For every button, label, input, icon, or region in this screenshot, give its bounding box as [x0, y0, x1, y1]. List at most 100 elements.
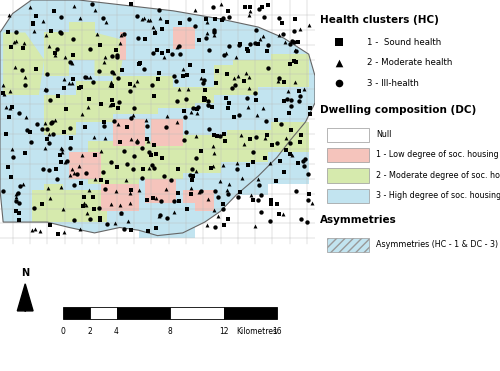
Bar — [90, 307, 117, 319]
Point — [204, 196, 212, 202]
Point — [209, 162, 217, 168]
Point — [218, 201, 226, 207]
Point — [272, 118, 280, 124]
Point — [6, 88, 14, 94]
Point — [222, 95, 230, 101]
Point — [204, 19, 212, 24]
Point — [20, 40, 28, 46]
Point — [54, 230, 62, 236]
Point — [252, 223, 260, 229]
Point — [110, 118, 118, 124]
Point — [134, 78, 141, 84]
Point — [46, 222, 54, 228]
Point — [186, 16, 194, 22]
Point — [112, 47, 120, 53]
Polygon shape — [63, 190, 107, 222]
Point — [290, 58, 298, 64]
Point — [42, 145, 50, 151]
Polygon shape — [25, 184, 63, 222]
Point — [247, 192, 255, 198]
Point — [255, 183, 263, 188]
Point — [274, 32, 282, 38]
Point — [199, 80, 207, 86]
Point — [149, 195, 157, 201]
Point — [141, 36, 149, 42]
Point — [144, 228, 152, 234]
Point — [108, 97, 116, 103]
Point — [130, 82, 138, 88]
Polygon shape — [214, 95, 258, 130]
Text: 3 - High degree of soc. housing: 3 - High degree of soc. housing — [376, 191, 500, 200]
Point — [9, 154, 17, 160]
Point — [108, 83, 116, 89]
Polygon shape — [145, 179, 176, 206]
Point — [83, 74, 91, 80]
Point — [80, 194, 88, 200]
Point — [280, 98, 288, 104]
Point — [69, 36, 77, 42]
Point — [206, 102, 214, 108]
Point — [95, 205, 103, 211]
Bar — [327, 168, 369, 183]
Point — [172, 78, 179, 84]
Point — [172, 119, 180, 125]
Point — [28, 227, 36, 233]
Text: Dwelling composition (DC): Dwelling composition (DC) — [320, 105, 476, 115]
Point — [152, 151, 160, 157]
Point — [282, 135, 290, 141]
Point — [45, 43, 53, 49]
Point — [127, 115, 135, 121]
Point — [10, 39, 18, 45]
Point — [158, 26, 166, 32]
Bar — [170, 307, 224, 319]
Point — [267, 197, 275, 203]
Point — [148, 82, 156, 88]
Point — [162, 124, 170, 130]
Point — [303, 219, 311, 225]
Point — [22, 114, 30, 120]
Polygon shape — [44, 33, 70, 76]
Point — [272, 178, 280, 184]
Point — [205, 127, 213, 132]
Point — [29, 20, 37, 26]
Point — [284, 88, 292, 94]
Point — [12, 198, 20, 204]
Point — [201, 87, 209, 93]
Point — [210, 29, 218, 35]
Point — [69, 76, 77, 82]
Point — [262, 118, 270, 124]
Point — [42, 127, 50, 132]
Point — [76, 15, 84, 21]
Point — [216, 133, 224, 139]
Point — [82, 202, 90, 208]
Point — [204, 98, 212, 104]
Point — [57, 145, 65, 151]
Point — [152, 27, 160, 33]
Point — [29, 21, 37, 27]
Point — [268, 142, 276, 148]
Point — [152, 195, 160, 201]
Polygon shape — [268, 152, 308, 184]
Point — [233, 166, 241, 172]
Point — [274, 140, 281, 146]
Point — [174, 167, 182, 173]
Point — [288, 152, 296, 158]
Point — [298, 216, 306, 222]
Point — [102, 19, 110, 24]
Point — [70, 170, 78, 175]
Point — [113, 52, 121, 58]
Point — [180, 108, 188, 114]
Point — [297, 132, 305, 138]
Point — [256, 36, 264, 42]
Point — [188, 109, 196, 115]
Point — [192, 133, 200, 139]
Point — [195, 37, 203, 43]
Polygon shape — [271, 122, 308, 157]
Point — [22, 150, 30, 156]
Point — [42, 87, 50, 93]
Point — [198, 75, 205, 81]
Point — [156, 212, 164, 218]
Polygon shape — [18, 284, 33, 311]
Point — [254, 176, 262, 182]
Point — [66, 173, 74, 178]
